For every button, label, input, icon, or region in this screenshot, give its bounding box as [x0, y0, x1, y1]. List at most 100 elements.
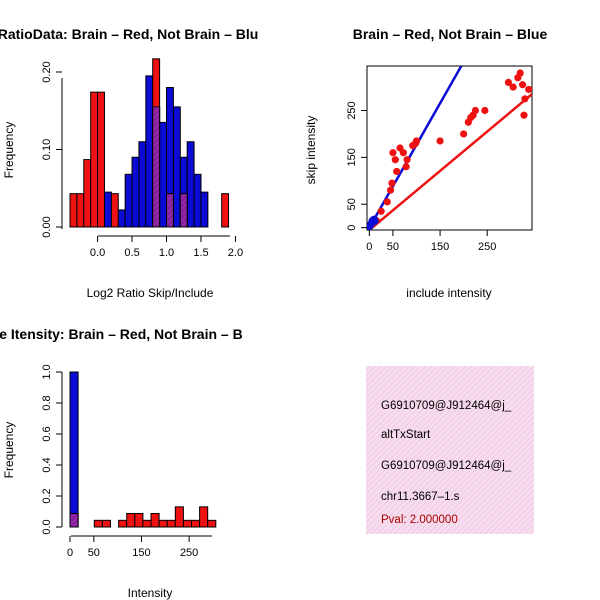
scatter-plot: Brain – Red, Not Brain – Blue 0 50 150 250 … — [304, 26, 547, 300]
scatter-x-tick-label: 250 — [478, 241, 496, 253]
brain-point — [509, 83, 517, 91]
ratio-y-tick-label: 0.20 — [41, 61, 53, 82]
intensity-x-label: Intensity — [128, 586, 173, 600]
intensity-brain-bar — [207, 519, 217, 528]
ratio-histogram: RatioData: Brain – Red, Not Brain – Blu … — [0, 26, 258, 300]
ratio-y-label: Frequency — [2, 122, 16, 179]
info-panel: G6910709@J912464@j_ altTxStart G6910709@… — [366, 366, 534, 534]
brain-point — [383, 198, 391, 206]
intensity-brain-bar — [118, 519, 128, 528]
ratio-brain-bar — [69, 193, 78, 228]
ratio-x-tick-label: 2.0 — [228, 247, 243, 259]
ratio-x-tick-label: 0.0 — [90, 247, 105, 259]
brain-point — [412, 137, 421, 145]
ratio-not-brain-bar — [138, 141, 147, 228]
brain-point — [521, 95, 529, 103]
scatter-y-tick-label: 150 — [346, 148, 358, 166]
intensity-x-tick-label: 250 — [180, 547, 198, 559]
intensity-histogram: Probe Itensity: Brain – Red, Not Brain –… — [0, 326, 243, 600]
ratio-title: RatioData: Brain – Red, Not Brain – Blu — [0, 26, 258, 42]
ratio-brain-bar — [76, 193, 85, 228]
scatter-y-label: skip intensity — [304, 116, 318, 185]
ratio-brain-bar — [83, 159, 92, 228]
not-brain-point — [371, 217, 379, 225]
intensity-brain-bar — [93, 519, 103, 528]
ratio-x-tick-label: 0.5 — [124, 247, 139, 259]
info-line-3: G6910709@J912464@j_ — [381, 460, 512, 472]
ratio-brain-bar — [90, 91, 99, 228]
ratio-x-label: Log2 Ratio Skip/Include — [87, 286, 214, 300]
ratio-brain-bar — [110, 193, 119, 228]
pval-text: Pval: 2.000000 — [381, 514, 458, 526]
brain-point — [481, 106, 489, 115]
brain-point — [504, 78, 513, 86]
ratio-brain-bar — [221, 193, 230, 228]
info-line-4: chr11.3667–1.s — [381, 491, 460, 503]
ratio-not-brain-bar — [103, 191, 112, 228]
brain-point — [391, 156, 399, 164]
brain-point — [436, 137, 444, 145]
intensity-brain-bar — [134, 513, 144, 528]
brain-point — [388, 179, 396, 187]
intensity-y-tick-label: 0.4 — [41, 457, 53, 472]
intensity-title: Probe Itensity: Brain – Red, Not Brain –… — [0, 326, 243, 342]
scatter-y-tick-label: 0 — [346, 225, 358, 231]
ratio-not-brain-bar — [200, 191, 209, 228]
intensity-not-brain-bar — [69, 371, 79, 528]
ratio-y-tick-label: 0.10 — [41, 139, 53, 160]
ratio-not-brain-bar — [159, 121, 168, 228]
ratio-x-tick-label: 1.0 — [159, 247, 174, 259]
brain-point — [460, 130, 468, 138]
scatter-y-tick-label: 50 — [346, 198, 358, 210]
intensity-x-tick-label: 0 — [67, 547, 73, 559]
intensity-x-tick-label: 50 — [88, 547, 100, 559]
intensity-brain-bar — [101, 519, 112, 528]
intensity-y-tick-label: 0.2 — [41, 488, 53, 503]
brain-fit-line — [368, 93, 532, 230]
scatter-x-label: include intensity — [406, 286, 491, 300]
brain-point — [520, 111, 528, 119]
ratio-brain-bar — [97, 91, 105, 228]
intensity-brain-bar — [199, 506, 209, 528]
scatter-frame — [366, 65, 533, 231]
brain-point — [516, 69, 524, 77]
intensity-overlap-bar — [69, 513, 79, 528]
brain-point — [399, 149, 407, 157]
brain-point — [389, 149, 397, 157]
ratio-overlap-bar — [179, 193, 188, 228]
brain-point — [393, 167, 401, 176]
info-line-1: G6910709@J912464@j_ — [381, 400, 512, 412]
scatter-x-tick-label: 150 — [431, 241, 449, 253]
brain-point — [518, 81, 527, 89]
ratio-overlap-bar — [166, 193, 174, 228]
ratio-not-brain-bar — [193, 173, 202, 228]
intensity-brain-bar — [158, 519, 168, 528]
brain-point — [471, 106, 480, 115]
ratio-not-brain-bar — [124, 173, 133, 228]
intensity-brain-bar — [126, 513, 136, 528]
scatter-title: Brain – Red, Not Brain – Blue — [353, 26, 548, 42]
intensity-y-tick-label: 0.8 — [41, 395, 53, 410]
ratio-not-brain-bar — [172, 106, 181, 228]
intensity-brain-bar — [150, 513, 160, 528]
intensity-brain-bar — [142, 519, 152, 528]
intensity-y-tick-label: 0.6 — [41, 426, 53, 441]
ratio-not-brain-bar — [145, 75, 154, 228]
intensity-brain-bar — [191, 519, 201, 528]
scatter-y-tick-label: 250 — [346, 101, 358, 119]
info-line-2: altTxStart — [381, 429, 431, 441]
intensity-y-tick-label: 0.0 — [41, 519, 53, 534]
scatter-x-tick-label: 50 — [387, 241, 399, 253]
brain-point — [403, 156, 411, 164]
ratio-not-brain-bar — [186, 141, 195, 228]
brain-point — [386, 186, 395, 194]
ratio-not-brain-bar — [131, 156, 140, 228]
intensity-brain-bar — [174, 506, 184, 528]
ratio-y-tick-label: 0.00 — [41, 216, 53, 237]
intensity-brain-bar — [166, 519, 176, 528]
brain-point — [525, 85, 532, 94]
intensity-y-tick-label: 1.0 — [41, 364, 53, 379]
ratio-overlap-bar — [152, 106, 161, 228]
info-box-background — [366, 366, 534, 534]
